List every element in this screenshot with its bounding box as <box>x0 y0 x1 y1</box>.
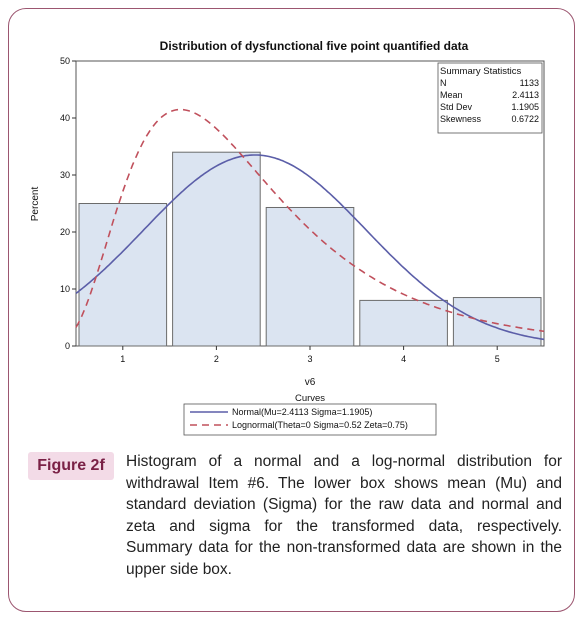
legend-label: Normal(Mu=2.4113 Sigma=1.1905) <box>232 407 372 417</box>
stats-label: Std Dev <box>440 102 473 112</box>
legend: Curves Normal(Mu=2.4113 Sigma=1.1905) Log… <box>183 393 437 436</box>
legend-rows: Normal(Mu=2.4113 Sigma=1.1905) Lognormal(… <box>190 407 408 430</box>
histogram-bar-1 <box>78 203 168 347</box>
histogram-chart: Distribution of dysfunctional five point… <box>30 39 545 436</box>
x-axis-ticks: 1 2 3 4 5 <box>120 346 500 364</box>
y-tick-label: 0 <box>65 341 70 351</box>
histogram-figure: Distribution of dysfunctional five point… <box>24 30 560 440</box>
stats-rows: N 1133 Mean 2.4113 Std Dev 1.1905 Skewness 0.67… <box>440 78 539 124</box>
chart-title: Distribution of dysfunctional five point… <box>160 39 469 53</box>
legend-title: Curves <box>295 393 325 404</box>
x-tick-label: 5 <box>495 354 500 364</box>
stats-value: 1133 <box>520 78 539 88</box>
figure-caption: Histogram of a normal and a log-normal d… <box>126 453 562 578</box>
x-tick-label: 3 <box>307 354 312 364</box>
y-axis-ticks: 0 10 20 30 40 50 <box>60 56 76 351</box>
stats-label: N <box>440 78 447 88</box>
stats-value: 1.1905 <box>511 102 539 112</box>
histogram-bar-2 <box>172 151 261 347</box>
histogram-bar-4 <box>359 299 448 347</box>
stats-value: 2.4113 <box>512 90 539 100</box>
lognormal-curve <box>75 108 545 333</box>
normal-curve <box>75 154 545 341</box>
y-tick-label: 20 <box>60 227 70 237</box>
bars-layer <box>78 151 542 347</box>
y-tick-label: 30 <box>60 170 70 180</box>
stats-label: Skewness <box>440 114 482 124</box>
x-tick-label: 2 <box>214 354 219 364</box>
legend-label: Lognormal(Theta=0 Sigma=0.52 Zeta=0.75) <box>232 420 408 430</box>
y-tick-label: 50 <box>60 56 70 66</box>
histogram-bar-3 <box>265 206 355 347</box>
stats-value: 0.6722 <box>511 114 539 124</box>
x-axis-label: v6 <box>305 377 316 388</box>
histogram-bar-5 <box>452 297 542 347</box>
summary-statistics-box: Summary Statistics N 1133 Mean 2.4113 Std De… <box>437 62 543 134</box>
curves-layer <box>75 108 545 341</box>
y-axis-label: Percent <box>30 187 41 222</box>
stats-title: Summary Statistics <box>440 66 522 77</box>
y-tick-label: 40 <box>60 113 70 123</box>
stats-label: Mean <box>440 90 463 100</box>
x-tick-label: 4 <box>401 354 406 364</box>
x-tick-label: 1 <box>120 354 125 364</box>
figure-label: Figure 2f <box>28 452 114 480</box>
y-tick-label: 10 <box>60 284 70 294</box>
